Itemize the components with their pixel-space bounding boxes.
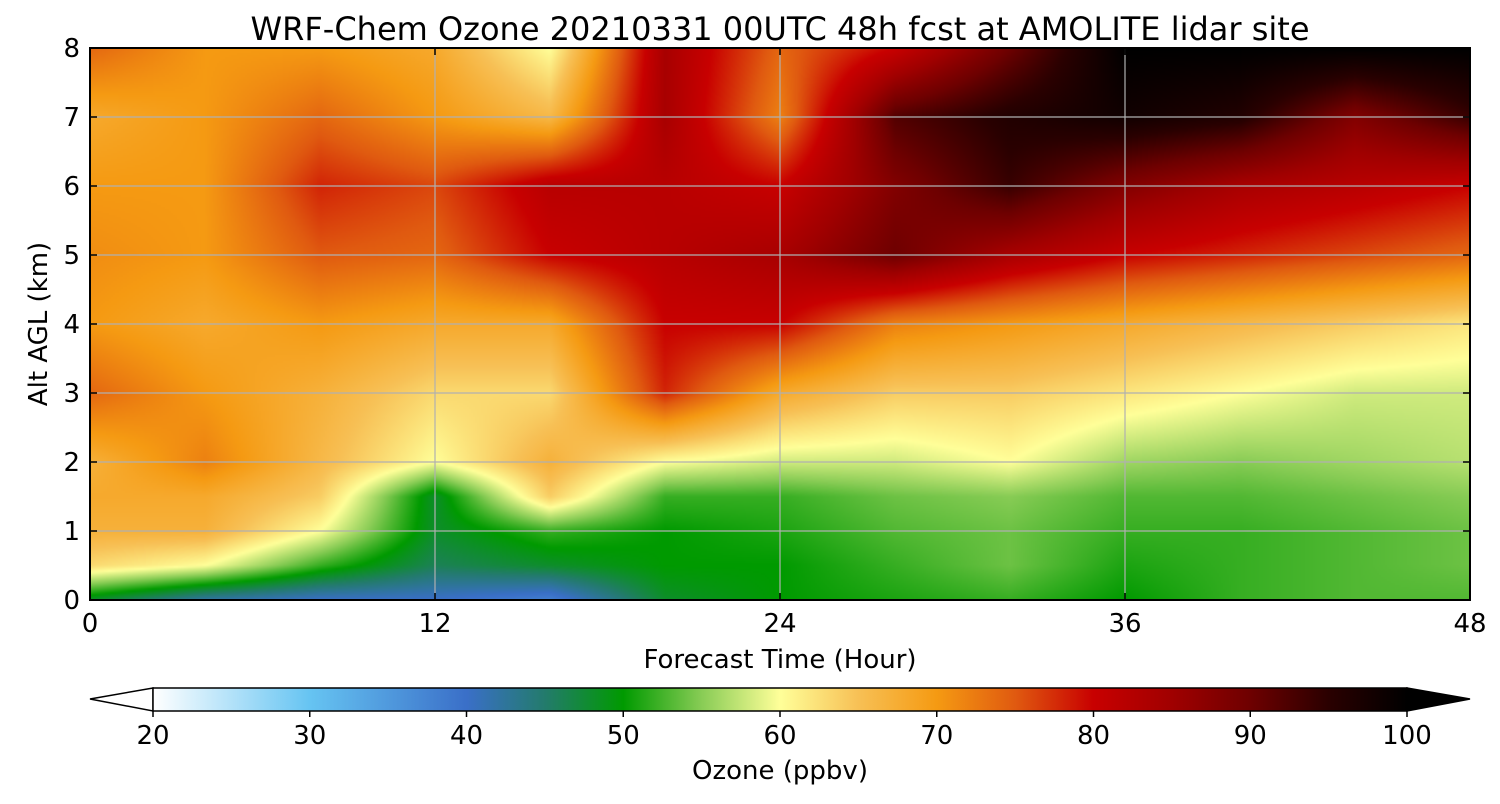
y-tick-label: 6 (63, 172, 80, 202)
colorbar-tick-label: 100 (1382, 721, 1432, 751)
colorbar-high-extend (1406, 687, 1471, 712)
colorbar-ticks: 20 30 40 50 60 70 80 90 100 (136, 711, 1432, 751)
colorbar-gradient (152, 687, 1408, 712)
x-tick-label: 48 (1453, 609, 1486, 639)
y-tick-label: 8 (63, 34, 80, 64)
y-tick-label: 0 (63, 586, 80, 616)
y-tick-label: 5 (63, 241, 80, 271)
x-tick-label: 24 (763, 609, 796, 639)
y-tick-label: 2 (63, 448, 80, 478)
colorbar-label: Ozone (ppbv) (692, 756, 868, 786)
colorbar-tick-label: 30 (293, 721, 326, 751)
colorbar-tick-label: 70 (920, 721, 953, 751)
x-tick-label: 36 (1108, 609, 1141, 639)
colorbar-tick-label: 50 (607, 721, 640, 751)
y-tick-label: 4 (63, 310, 80, 340)
colorbar-tick-label: 80 (1077, 721, 1110, 751)
colorbar-tick-label: 90 (1234, 721, 1267, 751)
y-tick-label: 7 (63, 103, 80, 133)
colorbar-tick-label: 60 (763, 721, 796, 751)
x-axis-label: Forecast Time (Hour) (643, 645, 916, 675)
y-tick-label: 3 (63, 379, 80, 409)
colorbar-tick-label: 20 (136, 721, 169, 751)
y-axis-label: Alt AGL (km) (24, 242, 54, 406)
colorbar-low-extend (89, 687, 154, 712)
y-tick-label: 1 (63, 517, 80, 547)
x-tick-label: 0 (82, 609, 99, 639)
x-tick-label: 12 (418, 609, 451, 639)
chart-title: WRF-Chem Ozone 20210331 00UTC 48h fcst a… (250, 10, 1309, 48)
colorbar-tick-label: 40 (450, 721, 483, 751)
colorbar: 20 30 40 50 60 70 80 90 100 Ozone (ppbv) (89, 687, 1471, 786)
